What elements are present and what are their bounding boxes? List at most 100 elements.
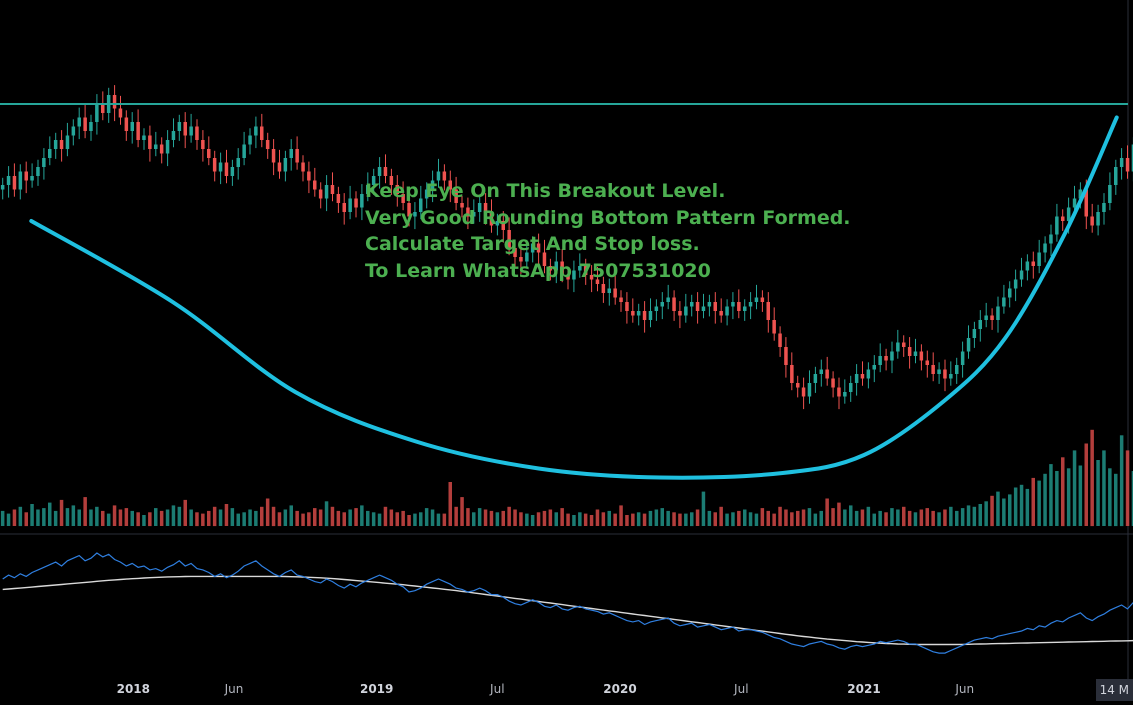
candle-body <box>1049 234 1053 244</box>
candle-body <box>395 185 399 194</box>
volume-bar <box>430 509 435 526</box>
candle-body <box>201 140 205 149</box>
volume-bar <box>0 510 5 526</box>
candle-body <box>1019 270 1024 280</box>
volume-bar <box>183 499 187 526</box>
candle-body <box>819 369 823 374</box>
candle-body <box>631 311 635 316</box>
volume-bar <box>849 505 853 526</box>
volume-bar <box>165 509 170 526</box>
x-tick-label: 2020 <box>603 682 637 696</box>
annotation-line-4: To Learn WhatsApp 7507531020 <box>365 259 711 282</box>
candle-body <box>448 180 452 190</box>
candle-body <box>224 162 229 176</box>
candle-body <box>825 369 829 379</box>
x-tick-label: 2019 <box>359 682 394 696</box>
volume-bar <box>154 508 158 526</box>
volume-bar <box>507 506 511 527</box>
volume-bar <box>1066 468 1071 527</box>
volume-bar <box>1090 429 1094 527</box>
volume-bar <box>678 513 682 526</box>
volume-bar <box>89 509 93 526</box>
crosshair-date-label: 14 M <box>1095 679 1133 701</box>
candle-body <box>460 203 464 208</box>
volume-bar <box>6 513 11 526</box>
volume-bar <box>890 508 894 526</box>
volume-bar <box>907 510 912 526</box>
annotation-line-1: Keep Eye On This Breakout Level. <box>365 180 726 202</box>
volume-bar <box>566 513 570 526</box>
candle-body <box>984 315 988 320</box>
candle-body <box>260 126 264 140</box>
candle-body <box>12 176 17 190</box>
candle-body <box>212 158 217 172</box>
candle-body <box>796 383 800 388</box>
candle-body <box>195 126 199 140</box>
candle-body <box>890 351 894 361</box>
candle-body <box>136 122 140 140</box>
x-tick-label: Jul <box>734 682 749 696</box>
candle-body <box>707 302 712 307</box>
volume-bar <box>719 506 723 527</box>
candle-body <box>566 275 570 280</box>
volume-bar <box>690 512 694 527</box>
candle-body <box>690 302 694 307</box>
volume-bar <box>1019 484 1024 527</box>
volume-bar <box>1108 468 1112 527</box>
candle-body <box>83 117 87 131</box>
candle-body <box>548 266 553 271</box>
volume-bar <box>737 510 741 526</box>
volume-bar <box>283 509 288 526</box>
volume-bar <box>866 506 871 527</box>
candle-body <box>519 257 523 262</box>
volume-bar <box>972 506 977 527</box>
candle-body <box>313 180 317 190</box>
candle-body <box>831 378 835 388</box>
candle-body <box>277 162 282 172</box>
candle-body <box>495 221 500 226</box>
volume-bar <box>725 513 729 526</box>
volume-bar <box>919 509 924 526</box>
volume-bar <box>796 510 800 526</box>
candle-body <box>477 203 482 212</box>
candle-body <box>731 302 735 307</box>
rounding-bottom-curve[interactable] <box>29 115 1119 480</box>
volume-bar <box>289 505 293 526</box>
candle-body <box>159 144 164 154</box>
volume-bar <box>1114 473 1118 527</box>
candle-body <box>6 176 11 185</box>
candle-body <box>525 252 529 262</box>
candle-body <box>165 140 170 154</box>
candle-body <box>65 135 70 149</box>
volume-bar <box>943 509 947 526</box>
volume-bar <box>207 510 211 526</box>
volume-bar <box>1119 435 1124 527</box>
volume-bar <box>784 509 788 526</box>
volume-bar <box>48 502 52 526</box>
volume-bar <box>318 509 323 526</box>
candle-body <box>401 194 405 203</box>
volume-bar <box>118 509 123 526</box>
volume-bar <box>371 512 376 527</box>
candle-body <box>872 365 876 370</box>
candle-body <box>978 320 982 329</box>
candlesticks <box>0 85 1133 410</box>
candle-body <box>913 351 918 356</box>
volume-bar <box>931 510 935 526</box>
candle-body <box>1072 198 1077 208</box>
volume-bar <box>307 512 311 527</box>
volume-bar <box>589 515 594 526</box>
volume-bar <box>672 512 676 527</box>
candle-body <box>719 311 723 316</box>
volume-bar <box>159 510 164 526</box>
volume-bar <box>130 510 134 526</box>
candle-body <box>589 275 594 280</box>
candle-body <box>207 149 211 158</box>
candle-body <box>389 176 394 185</box>
volume-bar <box>754 513 759 526</box>
candle-body <box>972 329 977 338</box>
candle-body <box>154 144 158 149</box>
volume-bar <box>631 513 635 526</box>
